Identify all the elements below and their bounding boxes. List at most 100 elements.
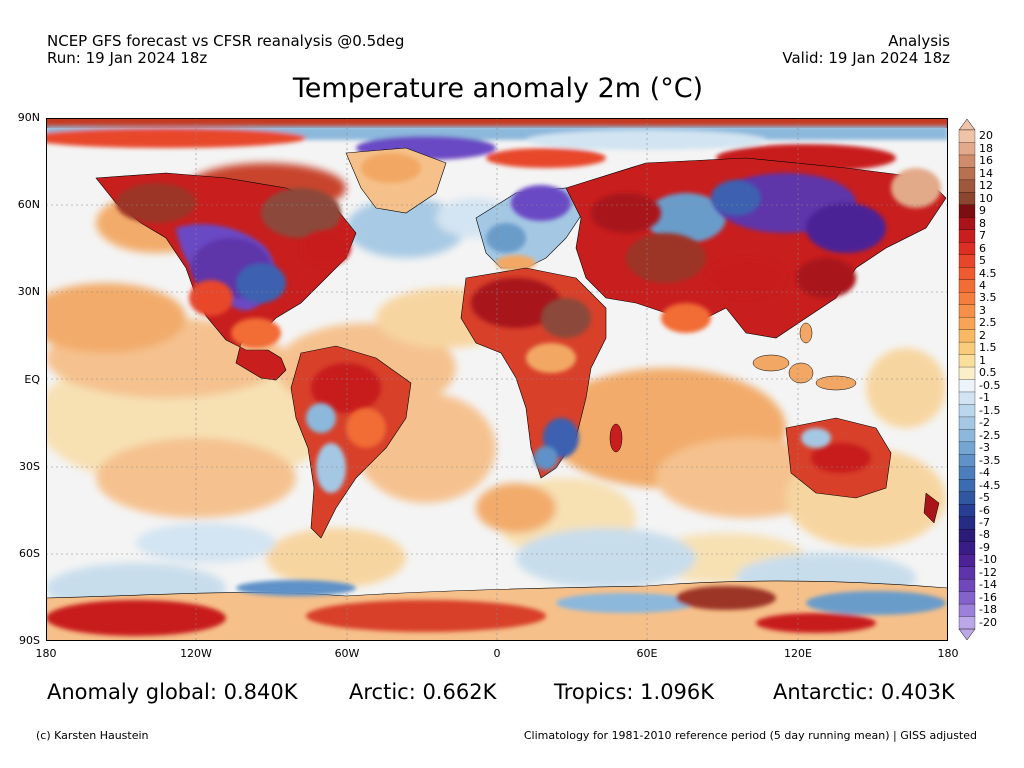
colorbar-max-arrow xyxy=(958,118,976,131)
colorbar-label: 5 xyxy=(979,254,986,267)
colorbar-swatch xyxy=(958,391,976,405)
colorbar-swatch xyxy=(958,416,976,430)
colorbar-label: -1.5 xyxy=(979,403,1001,417)
colorbar-swatch xyxy=(958,553,976,568)
valid-time: Valid: 19 Jan 2024 18z xyxy=(782,49,950,67)
land-antarctica xyxy=(46,580,948,641)
colorbar-swatch xyxy=(958,491,976,505)
model-description: NCEP GFS forecast vs CFSR reanalysis @0.… xyxy=(47,32,405,50)
colorbar-swatch xyxy=(958,466,976,480)
colorbar-swatch xyxy=(958,591,976,605)
graticule xyxy=(46,118,948,641)
lat-label-60s: 60S xyxy=(19,547,40,560)
colorbar-swatch xyxy=(958,154,976,168)
colorbar-swatch xyxy=(958,603,976,617)
colorbar-swatch xyxy=(958,279,976,293)
land-europe xyxy=(475,185,587,271)
colorbar-label: 9 xyxy=(979,204,986,218)
colorbar-label: -10 xyxy=(979,553,997,567)
stat-antarctic: Antarctic: 0.403K xyxy=(773,680,955,704)
map-title: Temperature anomaly 2m (°C) xyxy=(292,73,704,104)
land-australia xyxy=(785,417,892,499)
colorbar-swatch xyxy=(958,479,976,493)
colorbar-swatch xyxy=(958,142,976,156)
colorbar-label: -3.5 xyxy=(979,453,1001,467)
colorbar-label: 10 xyxy=(979,191,993,205)
lat-label-90n: 90N xyxy=(17,111,40,124)
colorbar-label: -4 xyxy=(979,466,990,480)
colorbar-label: 8 xyxy=(979,216,986,230)
colorbar-label: -0.5 xyxy=(979,378,1001,392)
colorbar-label: -16 xyxy=(979,590,997,604)
climatology-note: Climatology for 1981-2010 reference peri… xyxy=(523,729,977,742)
colorbar-label: 20 xyxy=(979,129,993,143)
land-maritime-continent xyxy=(752,322,857,391)
colorbar-label: -6 xyxy=(979,503,990,517)
colorbar-label: -2.5 xyxy=(979,428,1001,442)
colorbar-swatch xyxy=(958,217,976,231)
colorbar-swatch xyxy=(958,454,976,468)
map-graphic xyxy=(46,118,948,641)
colorbar-swatch xyxy=(958,254,976,268)
colorbar-swatch xyxy=(958,304,976,318)
lon-label-60w: 60W xyxy=(334,647,360,660)
colorbar-label: 16 xyxy=(979,154,993,168)
colorbar-swatch xyxy=(958,616,976,630)
colorbar-label: -3 xyxy=(979,441,990,455)
analysis-label: Analysis xyxy=(888,32,950,50)
colorbar-label: 0.5 xyxy=(979,366,997,380)
colorbar-swatch xyxy=(958,429,976,443)
colorbar-label: -8 xyxy=(979,528,990,542)
colorbar-swatch xyxy=(958,229,976,243)
colorbar-label: -12 xyxy=(979,565,997,579)
lat-label-eq: EQ xyxy=(24,373,40,386)
land-africa xyxy=(460,267,607,479)
colorbar-label: -9 xyxy=(979,540,990,554)
lon-label-120e: 120E xyxy=(784,647,812,660)
colorbar-swatch xyxy=(958,379,976,393)
temperature-anomaly-map xyxy=(46,118,948,641)
colorbar-swatch xyxy=(958,341,976,356)
land-asia xyxy=(565,157,947,339)
run-time: Run: 19 Jan 2024 18z xyxy=(47,49,208,67)
colorbar-label: 4 xyxy=(979,278,986,292)
colorbar-swatch xyxy=(958,292,976,306)
stat-arctic: Arctic: 0.662K xyxy=(349,680,497,704)
lat-label-30s: 30S xyxy=(19,460,40,473)
colorbar-swatches xyxy=(958,118,976,641)
lon-label-0: 0 xyxy=(493,647,501,660)
colorbar-label: 6 xyxy=(979,241,986,255)
colorbar-label: 14 xyxy=(979,166,993,180)
land-madagascar xyxy=(609,423,623,453)
colorbar-swatch xyxy=(958,179,976,193)
colorbar-label: -7 xyxy=(979,516,990,529)
copyright: (c) Karsten Haustein xyxy=(36,729,149,742)
colorbar-swatch xyxy=(958,192,976,206)
colorbar-label: 3 xyxy=(979,303,986,317)
colorbar-label: 2 xyxy=(979,328,986,342)
lat-label-30n: 30N xyxy=(17,285,40,298)
colorbar: 20 18 16 14 12 10 9 8 7 6 5 4.5 4 3.5 3 2.5 2 1.5 1 0.5 -0.5… xyxy=(957,118,1017,641)
colorbar-label: -18 xyxy=(979,603,997,617)
colorbar-swatch xyxy=(958,366,976,380)
colorbar-label: 2.5 xyxy=(979,316,997,330)
lon-label-120w: 120W xyxy=(180,647,212,660)
colorbar-label: -1 xyxy=(979,391,990,405)
lat-label-90s: 90S xyxy=(19,634,40,647)
colorbar-label: -2 xyxy=(979,416,990,430)
colorbar-swatch xyxy=(958,329,976,343)
colorbar-label: 12 xyxy=(979,179,993,193)
land-new-zealand xyxy=(923,492,940,524)
colorbar-swatch xyxy=(958,354,976,368)
colorbar-label: -14 xyxy=(979,578,997,592)
colorbar-swatch xyxy=(958,441,976,455)
lon-label-180e: 180 xyxy=(937,647,959,660)
lon-label-180w: 180 xyxy=(35,647,57,660)
colorbar-swatch xyxy=(958,316,976,331)
colorbar-min-arrow xyxy=(958,628,976,641)
colorbar-label: 18 xyxy=(979,141,993,155)
land-south-america xyxy=(290,345,412,539)
colorbar-label: 1 xyxy=(979,353,986,367)
stat-tropics: Tropics: 1.096K xyxy=(554,680,715,704)
colorbar-swatch xyxy=(958,541,976,555)
